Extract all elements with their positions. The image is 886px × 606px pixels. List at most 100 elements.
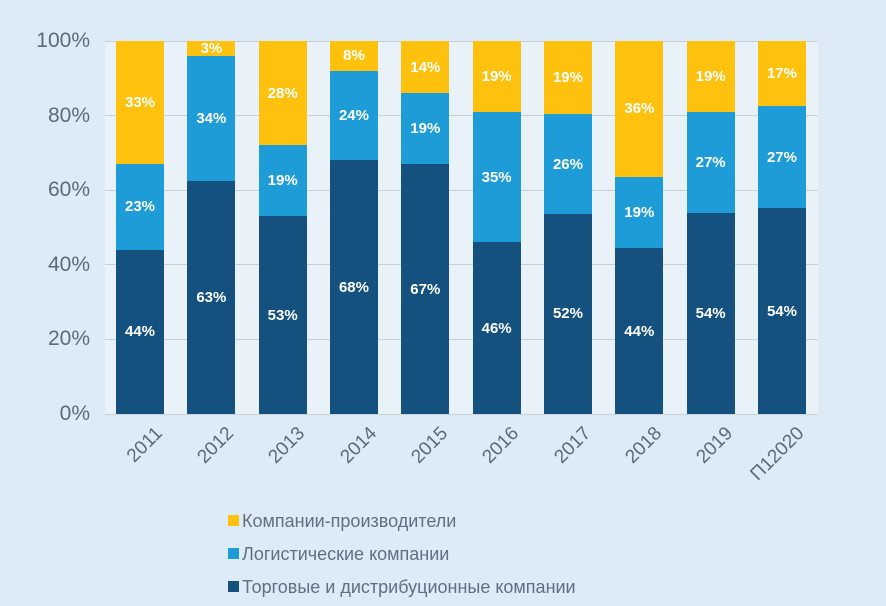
plot-area: 33% 23% 44% 3% 34% 63% 28% 19% 53% 8% 24% 68% 14% 19%…: [105, 40, 818, 415]
legend-label: Торговые и дистрибуционные компании: [242, 576, 576, 597]
data-label: 27%: [695, 153, 726, 171]
data-label: 34%: [196, 110, 227, 128]
bar-segment: 54%: [757, 208, 806, 414]
y-axis-tick-label: 0%: [59, 402, 90, 425]
bar-2015: 14% 19% 67%: [401, 41, 450, 414]
gridline: [105, 40, 818, 42]
bar-segment: 19%: [258, 145, 307, 217]
x-axis-tick-label: 2013: [264, 423, 310, 468]
x-axis-tick-label: 2015: [407, 423, 453, 468]
bar-segment: 28%: [258, 41, 307, 146]
legend-swatch-producers-icon: [228, 515, 239, 526]
bar-segment: 19%: [543, 41, 592, 115]
bar-segment: 17%: [757, 41, 806, 106]
bar-segment: 34%: [187, 56, 236, 182]
y-axis-tick-label: 80%: [47, 103, 90, 127]
x-axis-tick-label: 2017: [550, 423, 595, 468]
bar-segment: 44%: [615, 248, 664, 414]
legend-item: Компании-производители: [228, 504, 576, 537]
bar-segment: 36%: [615, 41, 664, 177]
data-label: 19%: [481, 67, 512, 85]
x-axis-tick-label: 2016: [478, 423, 524, 468]
bar-2012: 3% 34% 63%: [187, 40, 236, 414]
data-label: 33%: [124, 94, 156, 112]
bar-segment: 3%: [187, 40, 236, 57]
bar-segment: 19%: [686, 41, 735, 112]
y-axis-tick-label: 20%: [47, 327, 90, 351]
legend: Компании-производители Логистические ком…: [228, 504, 576, 603]
data-label: 8%: [343, 47, 365, 65]
legend-swatch-logistics-icon: [228, 548, 239, 559]
legend-label: Логистические компании: [242, 543, 450, 564]
y-axis-tick-label: 60%: [47, 178, 90, 202]
data-label: 19%: [267, 172, 298, 190]
data-label: 46%: [481, 319, 512, 337]
bar-segment: 19%: [401, 93, 450, 165]
data-label: 68%: [338, 278, 369, 296]
data-label: 63%: [196, 289, 227, 307]
bar-segment: 24%: [329, 70, 378, 161]
data-label: 35%: [481, 168, 512, 186]
bar-segment: 26%: [543, 114, 592, 215]
bar-segment: 67%: [401, 164, 450, 414]
bar-segment: 63%: [187, 181, 236, 414]
data-label: 19%: [552, 69, 583, 87]
bar-segment: 54%: [686, 212, 735, 414]
bar-segment: 23%: [116, 164, 164, 250]
bar-2014: 8% 24% 68%: [329, 41, 378, 414]
gridline: [105, 115, 818, 117]
data-label: 19%: [624, 203, 655, 221]
data-label: 67%: [410, 280, 441, 298]
bar-segment: 33%: [116, 41, 164, 165]
bar-segment: 14%: [401, 41, 450, 94]
y-axis-tick-label: 100%: [36, 29, 90, 52]
x-axis-tick-label: 2014: [336, 423, 381, 468]
gridline: [105, 338, 818, 340]
bar-segment: 27%: [757, 105, 806, 209]
data-label: 24%: [338, 107, 369, 125]
bar-segment: 53%: [258, 216, 307, 414]
bar-segment: 46%: [472, 242, 521, 414]
bar-segment: 35%: [472, 111, 521, 243]
bar-segment: 19%: [472, 41, 521, 112]
gridline: [105, 189, 818, 191]
data-label: 3%: [200, 40, 223, 57]
bar-segment: 68%: [329, 160, 378, 414]
data-label: 17%: [766, 64, 797, 82]
legend-item: Торговые и дистрибуционные компании: [228, 570, 576, 603]
bar-2017: 19% 26% 52%: [543, 41, 592, 414]
x-axis-tick-label: 2011: [123, 423, 167, 467]
data-label: 52%: [552, 305, 583, 323]
data-label: 19%: [695, 67, 726, 85]
gridline: [105, 264, 818, 266]
data-label: 14%: [410, 58, 441, 76]
data-label: 36%: [624, 100, 655, 118]
gridline: [105, 413, 818, 415]
bar-segment: 44%: [116, 249, 164, 414]
data-label: 23%: [124, 198, 156, 216]
bar-2018: 36% 19% 44%: [615, 41, 664, 414]
data-label: 19%: [410, 120, 441, 138]
bar-2019: 19% 27% 54%: [686, 41, 735, 414]
bar-2013: 28% 19% 53%: [258, 41, 307, 414]
data-label: 27%: [766, 148, 797, 166]
x-axis-tick-label: 2019: [692, 423, 738, 468]
data-label: 44%: [124, 323, 156, 341]
legend-swatch-trade-icon: [228, 581, 239, 592]
bar-segment: 19%: [615, 176, 664, 249]
data-label: 54%: [766, 302, 797, 320]
bar-2016: 19% 35% 46%: [472, 41, 521, 414]
bar-segment: 8%: [329, 41, 378, 71]
data-label: 28%: [267, 84, 298, 102]
data-label: 26%: [552, 155, 583, 173]
bar-segment: 52%: [543, 214, 592, 414]
x-axis-tick-label: 2012: [193, 423, 239, 468]
legend-item: Логистические компании: [228, 537, 576, 570]
x-axis-tick-label: П12020: [746, 423, 809, 485]
bar-П12020: 17% 27% 54%: [757, 41, 806, 414]
x-axis-tick-label: 2018: [621, 423, 667, 468]
y-axis-tick-label: 40%: [47, 252, 90, 276]
data-label: 53%: [267, 306, 298, 324]
bar-segment: 27%: [686, 111, 735, 213]
